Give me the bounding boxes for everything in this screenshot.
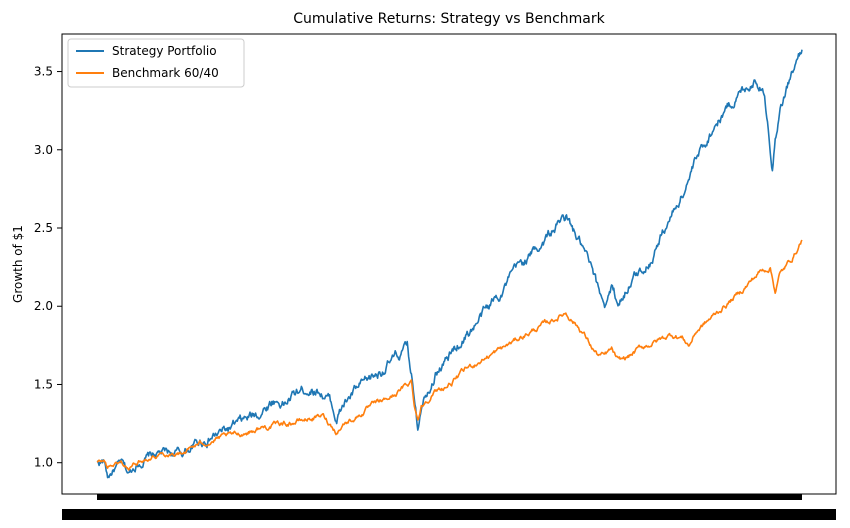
series-line-strategy: [96, 49, 803, 479]
y-axis: 1.0 1.5 2.0 2.5 3.0 3.5: [34, 65, 62, 470]
y-tick-label: 3.0: [34, 143, 53, 157]
y-tick-label: 3.5: [34, 65, 53, 79]
legend: Strategy Portfolio Benchmark 60/40: [67, 38, 245, 88]
y-tick-label: 1.0: [34, 456, 53, 470]
legend-label: Strategy Portfolio: [112, 44, 217, 58]
chart-title: Cumulative Returns: Strategy vs Benchmar…: [293, 11, 605, 27]
legend-box: [67, 38, 245, 88]
plot-area: [96, 49, 803, 479]
y-tick-label: 1.5: [34, 377, 53, 391]
y-tick-label: 2.0: [34, 299, 53, 313]
plot-frame: [61, 33, 837, 495]
legend-label: Benchmark 60/40: [112, 66, 219, 80]
y-axis-label: Growth of $1: [11, 225, 25, 303]
x-tick-strip: [97, 494, 802, 500]
x-tick-label-strip: [62, 509, 836, 520]
series-line-benchmark: [96, 239, 803, 471]
y-tick-label: 2.5: [34, 221, 53, 235]
